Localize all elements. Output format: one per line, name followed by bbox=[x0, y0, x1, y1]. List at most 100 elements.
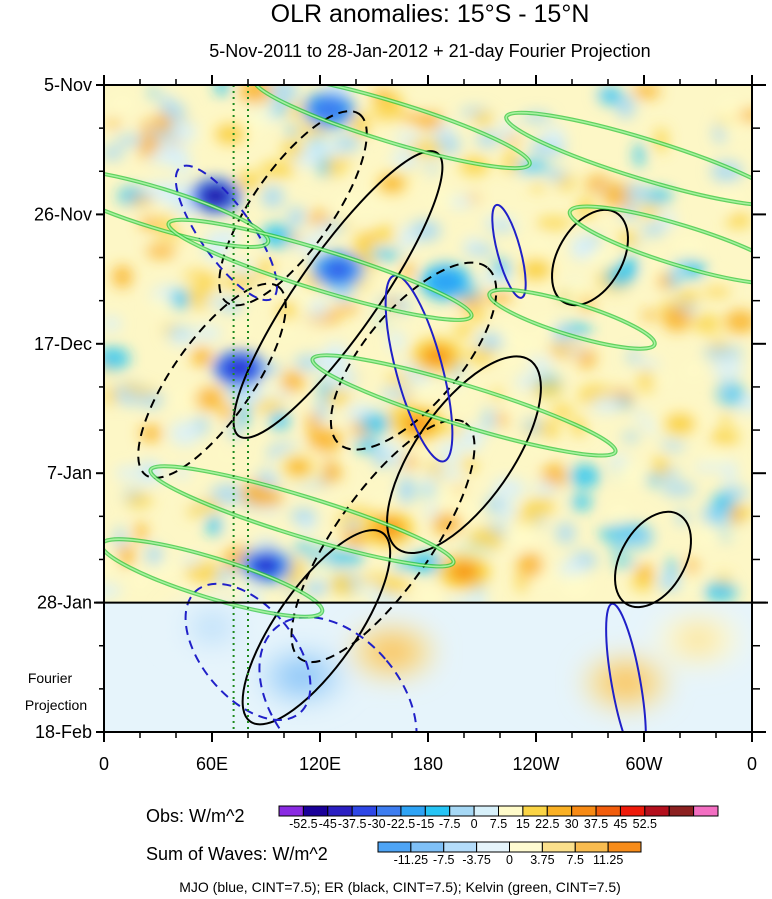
obs-texture-cell bbox=[484, 496, 505, 513]
y-tick-label: 7-Jan bbox=[47, 463, 92, 483]
y-tick-label: 17-Dec bbox=[34, 334, 92, 354]
colorbar-swatch bbox=[541, 841, 576, 853]
obs-texture-cell bbox=[351, 237, 374, 261]
obs-texture-cell bbox=[274, 316, 294, 338]
obs-texture-cell bbox=[678, 571, 702, 596]
obs-texture-cell bbox=[632, 410, 647, 421]
obs-texture-cell bbox=[720, 118, 747, 136]
obs-texture-cell bbox=[724, 309, 752, 334]
obs-texture-cell bbox=[720, 413, 732, 425]
obs-texture-cell bbox=[462, 456, 477, 473]
obs-texture-cell bbox=[299, 284, 314, 310]
obs-texture-cell bbox=[333, 134, 361, 153]
obs-anomaly bbox=[240, 547, 292, 584]
obs-texture-cell bbox=[661, 482, 696, 497]
obs-texture-cell bbox=[270, 104, 288, 115]
colorbar-swatch bbox=[607, 841, 642, 853]
obs-texture-cell bbox=[429, 188, 454, 208]
obs-texture-cell bbox=[377, 577, 411, 595]
obs-texture-cell bbox=[125, 493, 153, 508]
colorbar-swatch bbox=[278, 805, 304, 817]
obs-texture-cell bbox=[631, 575, 655, 592]
obs-texture-cell bbox=[147, 87, 160, 98]
obs-anomaly-core bbox=[221, 128, 239, 141]
obs-texture-cell bbox=[210, 484, 246, 505]
obs-texture-cell bbox=[193, 325, 222, 341]
obs-texture-cell bbox=[466, 346, 497, 365]
obs-texture-cell bbox=[281, 139, 305, 158]
obs-texture-cell bbox=[531, 380, 564, 397]
obs-texture-cell bbox=[693, 314, 721, 334]
colorbar-swatch bbox=[473, 805, 500, 817]
obs-texture-cell bbox=[366, 248, 402, 260]
obs-texture-cell bbox=[719, 379, 733, 400]
obs-texture-cell bbox=[388, 330, 405, 352]
axes: 5-Nov 26-Nov 17-Dec 7-Jan 28-Jan 18-Feb 0 60E 12… bbox=[34, 75, 768, 774]
obs-texture-cell bbox=[569, 464, 600, 489]
colorbar-swatch bbox=[509, 841, 543, 853]
obs-anomaly bbox=[204, 116, 256, 153]
obs-texture-cell bbox=[328, 220, 344, 233]
obs-colorbar: -52.5 -45 -37.5 -30 -22.5 -15 -7.5 0 7.5 15 22.5 30… bbox=[278, 805, 719, 831]
obs-texture-cell bbox=[150, 295, 176, 313]
er-contour bbox=[241, 529, 392, 726]
obs-texture-cell bbox=[432, 467, 464, 479]
colorbar-swatch bbox=[644, 805, 670, 817]
obs-anomaly-core bbox=[289, 461, 308, 474]
obs-texture-cell bbox=[545, 168, 567, 181]
er-contour bbox=[290, 418, 476, 664]
obs-texture-cell bbox=[237, 401, 250, 427]
obs-texture-cell bbox=[496, 412, 509, 427]
obs-texture-cell bbox=[530, 497, 557, 516]
projection-anomaly-inner bbox=[370, 637, 414, 666]
obs-texture-cell bbox=[535, 216, 572, 230]
obs-texture-cell bbox=[652, 455, 670, 478]
obs-texture-cell bbox=[703, 285, 731, 298]
kelvin-contour-inner bbox=[505, 111, 752, 206]
colorbar-tick-label: -45 bbox=[319, 817, 337, 831]
er-contour bbox=[218, 110, 368, 307]
kelvin-contour-inner bbox=[568, 205, 752, 285]
colorbar-swatch bbox=[400, 805, 426, 817]
colorbar-swatch bbox=[410, 841, 445, 853]
obs-texture-cell bbox=[420, 381, 438, 391]
obs-texture-cell bbox=[475, 131, 501, 148]
obs-texture-cell bbox=[720, 525, 747, 537]
kelvin-contour-inner bbox=[149, 465, 455, 568]
obs-texture-cell bbox=[289, 508, 317, 523]
projection-label-line1: Fourier bbox=[28, 670, 73, 686]
obs-texture-cell bbox=[170, 289, 190, 310]
obs-texture-cell bbox=[334, 192, 366, 215]
projection-field bbox=[104, 602, 752, 732]
obs-texture-cell bbox=[607, 505, 631, 524]
obs-texture-cell bbox=[203, 295, 226, 306]
er-contour bbox=[329, 261, 498, 451]
colorbar-tick-label: 11.25 bbox=[593, 853, 623, 867]
obs-texture-cell bbox=[104, 385, 117, 406]
colorbar-tick-label: -15 bbox=[416, 817, 434, 831]
obs-texture-cell bbox=[648, 374, 673, 384]
obs-anomaly-core bbox=[320, 103, 338, 116]
obs-anomaly-core bbox=[206, 189, 225, 202]
obs-anomaly bbox=[411, 338, 463, 375]
colorbar-tick-label: 30 bbox=[565, 817, 579, 831]
obs-texture-cell bbox=[616, 535, 647, 545]
obs-texture-cell bbox=[533, 235, 546, 253]
obs-texture-cell bbox=[173, 120, 197, 143]
x-tick-label: 0 bbox=[747, 754, 757, 774]
obs-texture-cell bbox=[635, 564, 655, 579]
obs-texture-cell bbox=[723, 460, 737, 485]
x-tick-label: 120W bbox=[512, 754, 559, 774]
wave-legend-footnote: MJO (blue, CINT=7.5); ER (black, CINT=7.… bbox=[179, 879, 621, 895]
obs-texture-cell bbox=[287, 206, 305, 228]
observed-field bbox=[104, 85, 752, 603]
obs-texture-cell bbox=[510, 335, 546, 349]
obs-texture-cell bbox=[104, 347, 131, 370]
obs-texture-cell bbox=[294, 542, 312, 554]
obs-anomaly-core bbox=[671, 417, 689, 430]
colorbar-tick-label: 37.5 bbox=[584, 817, 608, 831]
obs-texture-cell bbox=[605, 455, 632, 465]
x-tick-label: 180 bbox=[413, 754, 443, 774]
x-tick-label: 0 bbox=[99, 754, 109, 774]
obs-texture-cell bbox=[641, 188, 673, 204]
